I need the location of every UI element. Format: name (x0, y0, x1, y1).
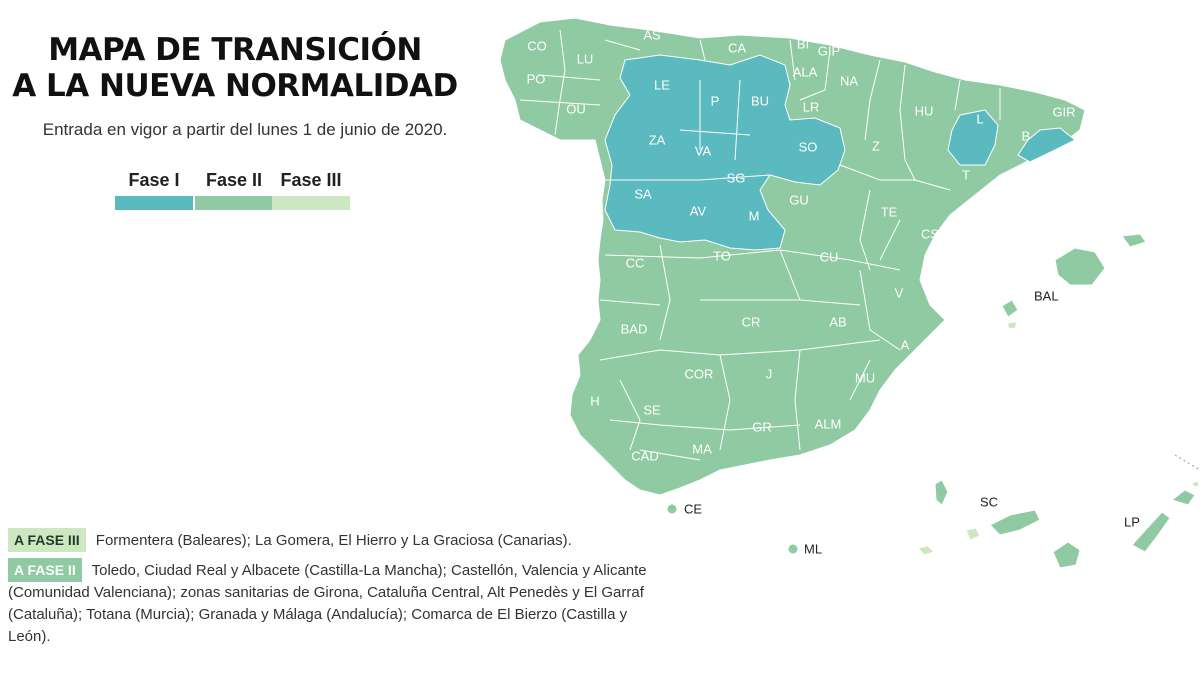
province-label-bad: BAD (621, 321, 648, 336)
note-badge-fase3: A FASE III (8, 528, 86, 552)
gran-canaria (1052, 541, 1081, 569)
province-label-za: ZA (649, 132, 666, 147)
province-label-p: P (711, 93, 720, 108)
province-labels: CO LU AS CA BI GIP ALA NA PO OU LE P BU … (527, 27, 1076, 463)
lanzarote (1170, 489, 1196, 506)
el-hierro (917, 545, 935, 556)
peninsula (499, 17, 1086, 496)
melilla-marker (787, 543, 799, 555)
canarias-inset-divider (1174, 454, 1200, 471)
province-label-le: LE (654, 77, 670, 92)
fase1-lleida (947, 109, 999, 166)
fuerteventura (1131, 511, 1171, 553)
region-label-ml: ML (804, 541, 822, 556)
province-label-hu: HU (915, 103, 934, 118)
province-label-v: V (895, 285, 904, 300)
province-label-na: NA (840, 73, 858, 88)
external-labels: BAL CE ML SC LP (684, 288, 1140, 556)
province-label-ma: MA (692, 441, 712, 456)
la-graciosa (1191, 480, 1200, 488)
province-label-to: TO (713, 248, 731, 263)
province-label-te: TE (881, 204, 898, 219)
region-label-sc: SC (980, 494, 998, 509)
province-label-gu: GU (789, 192, 809, 207)
province-label-b: B (1022, 128, 1031, 143)
legend-swatch-fase2 (195, 196, 273, 210)
note-fase3: A FASE III Formentera (Baleares); La Gom… (8, 528, 648, 552)
province-label-cs: CS (921, 226, 939, 241)
fase1-castilla-leon-madrid (604, 54, 846, 251)
province-label-cu: CU (820, 249, 839, 264)
province-label-lu: LU (577, 51, 594, 66)
province-label-sg: SG (727, 170, 746, 185)
province-label-j: J (766, 366, 773, 381)
ibiza (1001, 299, 1019, 318)
province-label-va: VA (695, 143, 712, 158)
province-label-gr: GR (752, 419, 772, 434)
legend-swatch-fase3 (272, 196, 350, 210)
phase-notes: A FASE III Formentera (Baleares); La Gom… (8, 528, 648, 654)
province-label-mu: MU (855, 370, 875, 385)
ceuta-marker (666, 503, 678, 515)
province-label-as: AS (643, 27, 661, 42)
province-label-alm: ALM (815, 416, 842, 431)
la-gomera (965, 527, 981, 541)
la-palma (934, 479, 949, 506)
formentera (1007, 321, 1018, 330)
province-label-bi: BI (797, 36, 809, 51)
region-label-bal: BAL (1034, 288, 1059, 303)
province-label-h: H (590, 393, 599, 408)
province-label-po: PO (527, 71, 546, 86)
mallorca (1054, 247, 1106, 286)
legend-item-fase1: Fase I (115, 170, 193, 210)
province-label-z: Z (872, 138, 880, 153)
province-label-ou: OU (566, 101, 586, 116)
province-label-ab: AB (829, 314, 846, 329)
region-label-ce: CE (684, 501, 702, 516)
fase1-barcelona (1017, 127, 1076, 163)
legend-swatch-fase1 (115, 196, 193, 210)
province-label-m: M (749, 208, 760, 223)
province-label-l: L (976, 111, 983, 126)
map-title-line1: MAPA DE TRANSICIÓN (48, 32, 422, 68)
province-label-cad: CAD (631, 448, 658, 463)
province-label-t: T (962, 167, 970, 182)
legend-item-fase2: Fase II (195, 170, 273, 210)
province-label-ala: ALA (793, 64, 818, 79)
map-subtitle: Entrada en vigor a partir del lunes 1 de… (42, 120, 448, 139)
province-label-cor: COR (685, 366, 714, 381)
province-borders (519, 29, 1001, 461)
province-label-ca: CA (728, 40, 746, 55)
legend-item-fase3: Fase III (272, 170, 350, 210)
note-badge-fase2: A FASE II (8, 558, 82, 582)
province-label-av: AV (690, 203, 707, 218)
legend-label-fase2: Fase II (205, 170, 263, 190)
province-label-a: A (901, 337, 910, 352)
province-label-co: CO (527, 38, 547, 53)
map-title-line2: A LA NUEVA NORMALIDAD (12, 68, 458, 104)
province-label-se: SE (643, 402, 661, 417)
region-label-lp: LP (1124, 514, 1140, 529)
baleares-islands (1001, 233, 1147, 330)
province-label-cr: CR (742, 314, 761, 329)
menorca (1121, 233, 1147, 248)
province-label-cc: CC (626, 255, 645, 270)
note-fase2: A FASE II Toledo, Ciudad Real y Albacete… (8, 558, 648, 648)
province-label-gir: GIR (1052, 104, 1075, 119)
province-label-gip: GIP (818, 43, 840, 58)
province-label-lr: LR (803, 99, 820, 114)
province-label-sa: SA (634, 186, 652, 201)
legend-label-fase3: Fase III (280, 170, 342, 190)
tenerife (989, 509, 1041, 536)
peninsula-base-region (499, 17, 1086, 496)
note-text-fase3: Formentera (Baleares); La Gomera, El Hie… (95, 532, 572, 549)
canarias-islands (917, 479, 1200, 569)
province-label-so: SO (799, 139, 818, 154)
phase-legend: Fase I Fase II Fase III (115, 170, 355, 214)
note-text-fase2: Toledo, Ciudad Real y Albacete (Castilla… (8, 562, 647, 645)
map-title: MAPA DE TRANSICIÓN A LA NUEVA NORMALIDAD (0, 32, 470, 104)
province-label-bu: BU (751, 93, 769, 108)
legend-label-fase1: Fase I (128, 170, 180, 190)
